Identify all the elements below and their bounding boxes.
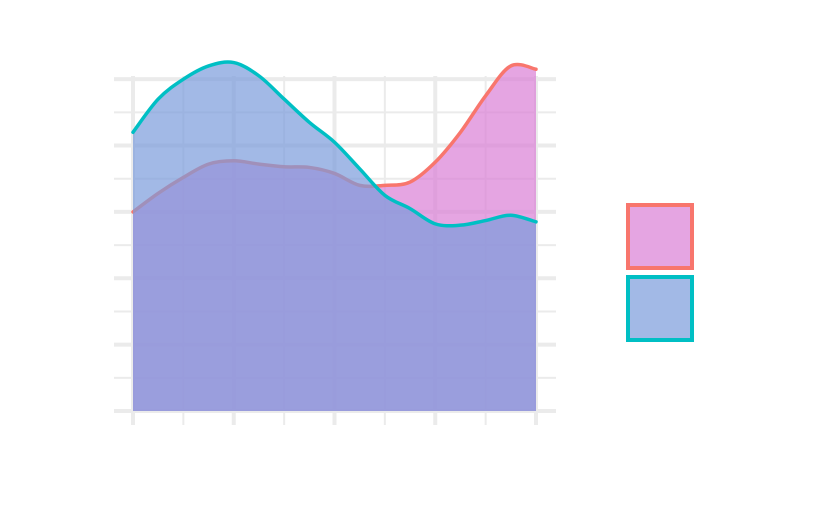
series-2-area bbox=[133, 62, 536, 412]
legend-key-series-1 bbox=[626, 203, 694, 270]
legend-key-series-2 bbox=[626, 275, 694, 342]
plot-areas bbox=[131, 60, 538, 412]
series-2-line bbox=[131, 60, 538, 228]
legend bbox=[626, 203, 694, 342]
